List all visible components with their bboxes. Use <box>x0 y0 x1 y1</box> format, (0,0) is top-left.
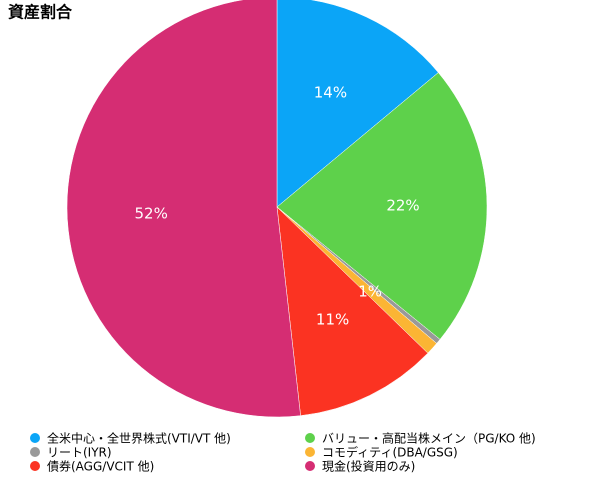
pie-slice <box>276 206 429 416</box>
pie-slice <box>276 72 488 340</box>
legend-swatch <box>305 447 315 457</box>
legend-swatch <box>30 461 40 471</box>
legend-label: コモディティ(DBA/GSG) <box>322 445 458 460</box>
legend-swatch <box>305 461 315 471</box>
legend-label: 全米中心・全世界株式(VTI/VT 他) <box>47 431 231 446</box>
legend-swatch <box>30 433 40 443</box>
value-label: 1% <box>358 282 382 300</box>
value-label: 52% <box>135 205 168 223</box>
legend-label: 債券(AGG/VCIT 他) <box>47 459 154 474</box>
value-label: 14% <box>314 83 347 101</box>
legend-swatch <box>30 447 40 457</box>
legend-label: バリュー・高配当株メイン（PG/KO 他) <box>322 431 536 446</box>
legend-label: 現金(投資用のみ) <box>322 459 415 474</box>
chart-title: 資産割合 <box>8 3 73 22</box>
legend-label: リート(IYR) <box>47 446 112 460</box>
value-label: 22% <box>386 197 419 215</box>
value-label: 11% <box>316 311 349 329</box>
pie-slice <box>276 0 439 208</box>
pie-slice <box>66 0 301 418</box>
legend-swatch <box>305 433 315 443</box>
